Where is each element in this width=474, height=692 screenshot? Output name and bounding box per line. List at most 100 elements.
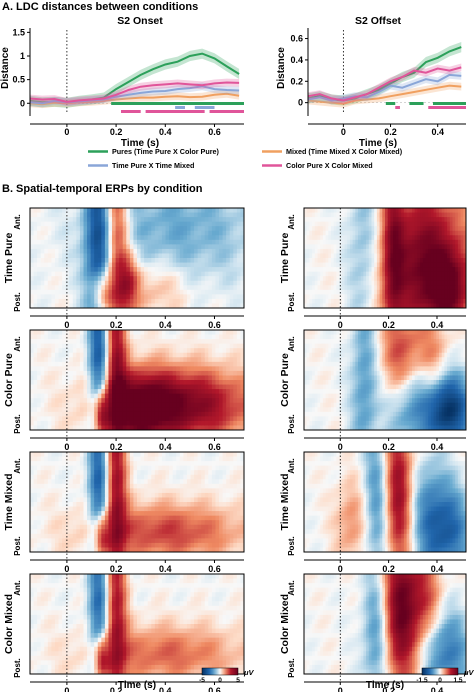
heatmap-cell [133, 343, 138, 349]
heatmap-cell [119, 375, 124, 381]
heatmap-cell [165, 425, 170, 431]
heatmap-cell [352, 348, 356, 354]
heatmap-cell [83, 425, 88, 431]
heatmap-cell [62, 303, 67, 309]
heatmap-cell [51, 212, 56, 218]
heatmap-cell [414, 348, 418, 354]
heatmap-cell [147, 375, 152, 381]
heatmap-cell [122, 221, 127, 227]
heatmap-cell [401, 420, 405, 426]
heatmap-cell [183, 425, 188, 431]
heatmap-cell [371, 375, 375, 381]
heatmap-cell [151, 253, 156, 259]
heatmap-cell [403, 244, 408, 250]
heatmap-cell [76, 271, 81, 277]
heatmap-cell [51, 244, 56, 250]
heatmap-cell [317, 348, 321, 354]
heatmap-cell [376, 271, 381, 277]
heatmap-cell [379, 352, 383, 358]
heatmap-cell [363, 380, 367, 386]
heatmap-cell [62, 384, 67, 390]
heatmap-cell [87, 235, 92, 241]
heatmap-cell [347, 357, 351, 363]
heatmap-cell [119, 389, 124, 395]
heatmap-cell [444, 289, 448, 295]
heatmap-cell [133, 411, 138, 417]
heatmap-cell [349, 407, 354, 413]
heatmap-cell [140, 375, 145, 381]
heatmap-cell [304, 343, 308, 349]
heatmap-cell [115, 380, 120, 386]
heatmap-cell [363, 352, 367, 358]
heatmap-cell [62, 280, 67, 286]
heatmap-cell [119, 221, 124, 227]
heatmap-cell [97, 217, 102, 223]
heatmap-cell [151, 217, 156, 223]
heatmap-cell [76, 267, 81, 273]
heatmap-cell [126, 212, 131, 218]
heatmap-cell [83, 285, 88, 291]
heatmap-cell [425, 217, 429, 223]
heatmap-cell [347, 384, 351, 390]
heatmap-cell [355, 276, 359, 282]
heatmap-cell [30, 375, 35, 381]
heatmap-cell [190, 267, 195, 273]
heatmap-cell [108, 289, 113, 295]
heatmap-cell [349, 289, 354, 295]
heatmap-cell [158, 253, 163, 259]
heatmap-cell [240, 230, 245, 236]
heatmap-cell [331, 239, 335, 245]
heatmap-cell [62, 289, 67, 295]
heatmap-cell [433, 208, 437, 214]
heatmap-cell [30, 339, 35, 345]
heatmap-cell [158, 235, 163, 241]
x-tick-label: 0.4 [431, 320, 444, 330]
heatmap-cell [76, 343, 81, 349]
heatmap-cell [165, 384, 170, 390]
heatmap-cell [403, 248, 408, 254]
heatmap-cell [352, 248, 356, 254]
heatmap-cell [219, 407, 224, 413]
heatmap-cell [328, 402, 332, 408]
heatmap-cell [104, 280, 109, 286]
heatmap-cell [126, 262, 131, 268]
heatmap-cell [317, 393, 321, 399]
heatmap-cell [108, 366, 113, 372]
heatmap-cell [355, 416, 359, 422]
heatmap-cell [90, 343, 95, 349]
x-tick-label: 0 [64, 320, 69, 330]
heatmap-cell [306, 294, 310, 300]
heatmap-cell [97, 280, 102, 286]
heatmap-cell [336, 298, 340, 304]
heatmap-cell [40, 294, 45, 300]
heatmap-cell [122, 226, 127, 232]
heatmap-cell [108, 208, 113, 214]
heatmap-cell [336, 339, 340, 345]
heatmap-cell [90, 357, 95, 363]
heatmap-cell [236, 330, 241, 336]
heatmap-cell [344, 330, 348, 336]
heatmap-cell [425, 253, 429, 259]
heatmap-cell [197, 398, 202, 404]
heatmap-cell [104, 285, 109, 291]
heatmap-cell [151, 361, 156, 367]
heatmap-cell [161, 389, 167, 395]
heatmap-cell [161, 226, 167, 232]
heatmap-cell [441, 239, 445, 245]
heatmap-cell [387, 289, 391, 295]
heatmap-cell [236, 221, 241, 227]
heatmap-cell [409, 375, 413, 381]
heatmap-cell [186, 289, 191, 295]
heatmap-cell [219, 343, 224, 349]
heatmap-cell [339, 411, 343, 417]
heatmap-cell [129, 258, 134, 264]
heatmap-cell [325, 280, 329, 286]
heatmap-cell [376, 348, 381, 354]
heatmap-cell [409, 226, 413, 232]
heatmap-cell [108, 226, 113, 232]
heatmap-cell [385, 380, 389, 386]
heatmap-cell [58, 267, 63, 273]
heatmap-cell [176, 289, 181, 295]
heatmap-cell [51, 402, 56, 408]
heatmap-cell [94, 230, 99, 236]
